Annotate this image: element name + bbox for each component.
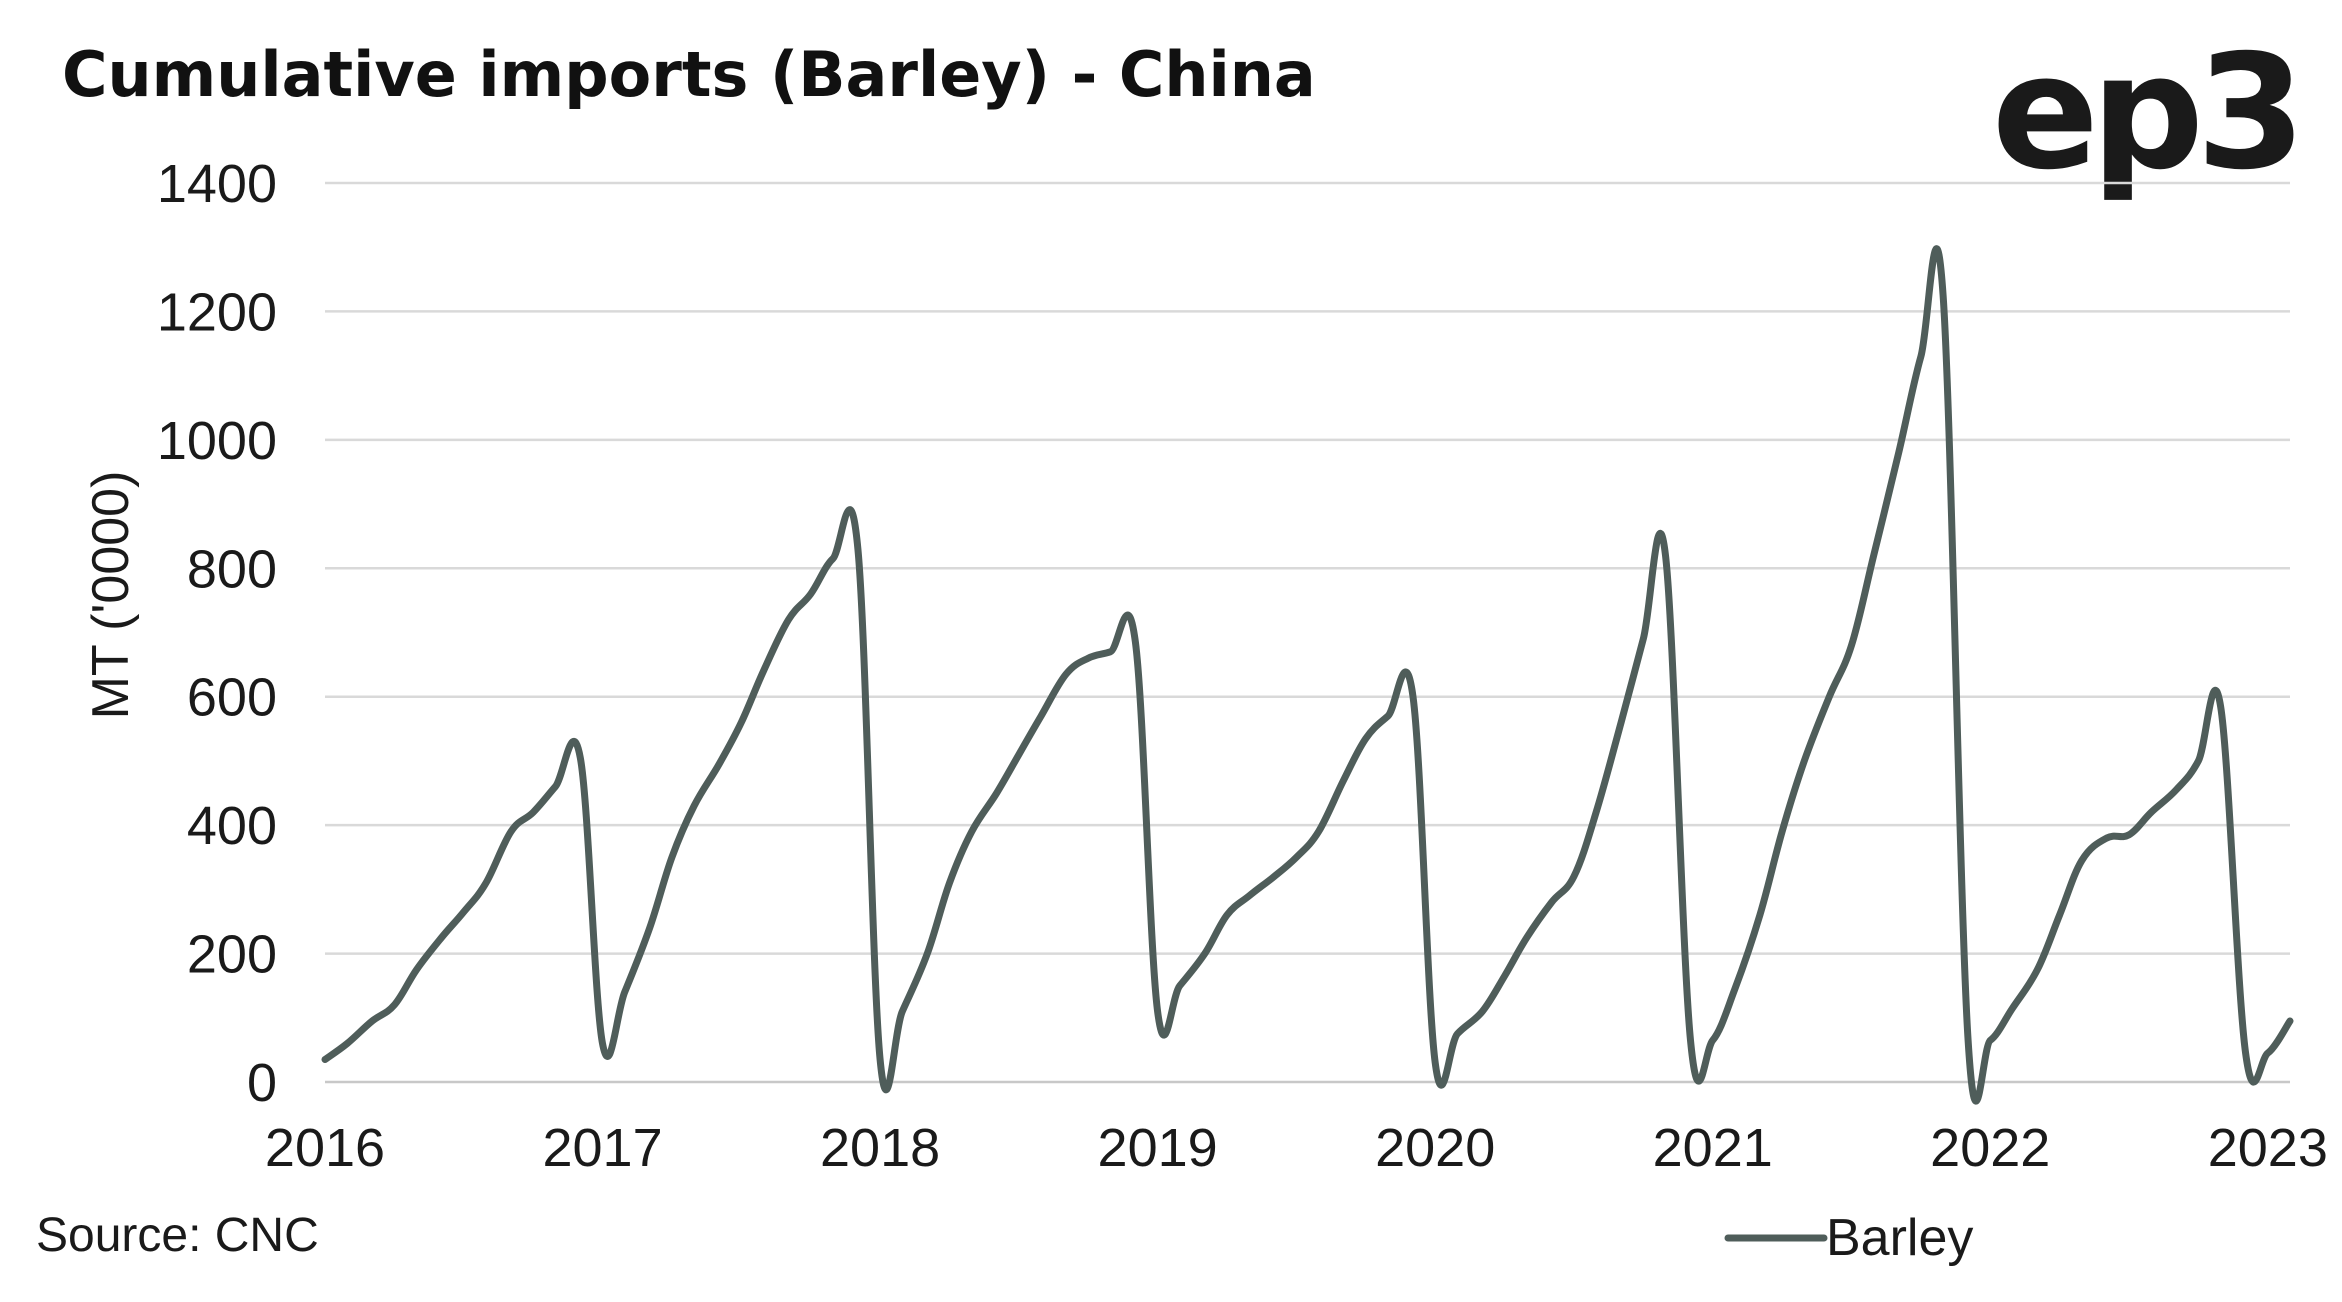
y-axis-label: MT ('0000) xyxy=(82,471,140,720)
x-tick-label: 2021 xyxy=(1653,1118,1773,1178)
chart-title: Cumulative imports (Barley) - China xyxy=(62,38,1316,111)
y-tick-label: 1200 xyxy=(157,282,277,342)
brand-logo: ep3 xyxy=(1991,21,2306,205)
y-tick-label: 400 xyxy=(187,796,277,856)
x-tick-label: 2018 xyxy=(820,1118,940,1178)
y-tick-label: 600 xyxy=(187,668,277,728)
x-tick-label: 2019 xyxy=(1098,1118,1218,1178)
y-axis-ticks: 0 200 400 600 800 1000 1200 1400 xyxy=(157,154,277,1113)
x-axis-ticks: 2016 2017 2018 2019 2020 2021 2022 2023 xyxy=(265,1118,2328,1178)
x-tick-label: 2016 xyxy=(265,1118,385,1178)
source-note: Source: CNC xyxy=(36,1209,319,1262)
x-tick-label: 2017 xyxy=(542,1118,662,1178)
y-tick-label: 1400 xyxy=(157,154,277,214)
series-group xyxy=(321,245,2294,1105)
y-tick-label: 800 xyxy=(187,539,277,599)
grid-lines xyxy=(325,181,2290,1084)
x-tick-label: 2020 xyxy=(1375,1118,1495,1178)
series-line-barley xyxy=(321,245,2294,1105)
y-tick-label: 1000 xyxy=(157,411,277,471)
y-tick-label: 200 xyxy=(187,925,277,985)
legend: Barley xyxy=(1724,1209,1973,1267)
legend-label-barley: Barley xyxy=(1826,1209,1973,1267)
y-tick-label: 0 xyxy=(247,1053,277,1113)
x-tick-label: 2022 xyxy=(1930,1118,2050,1178)
x-tick-label: 2023 xyxy=(2208,1118,2328,1178)
